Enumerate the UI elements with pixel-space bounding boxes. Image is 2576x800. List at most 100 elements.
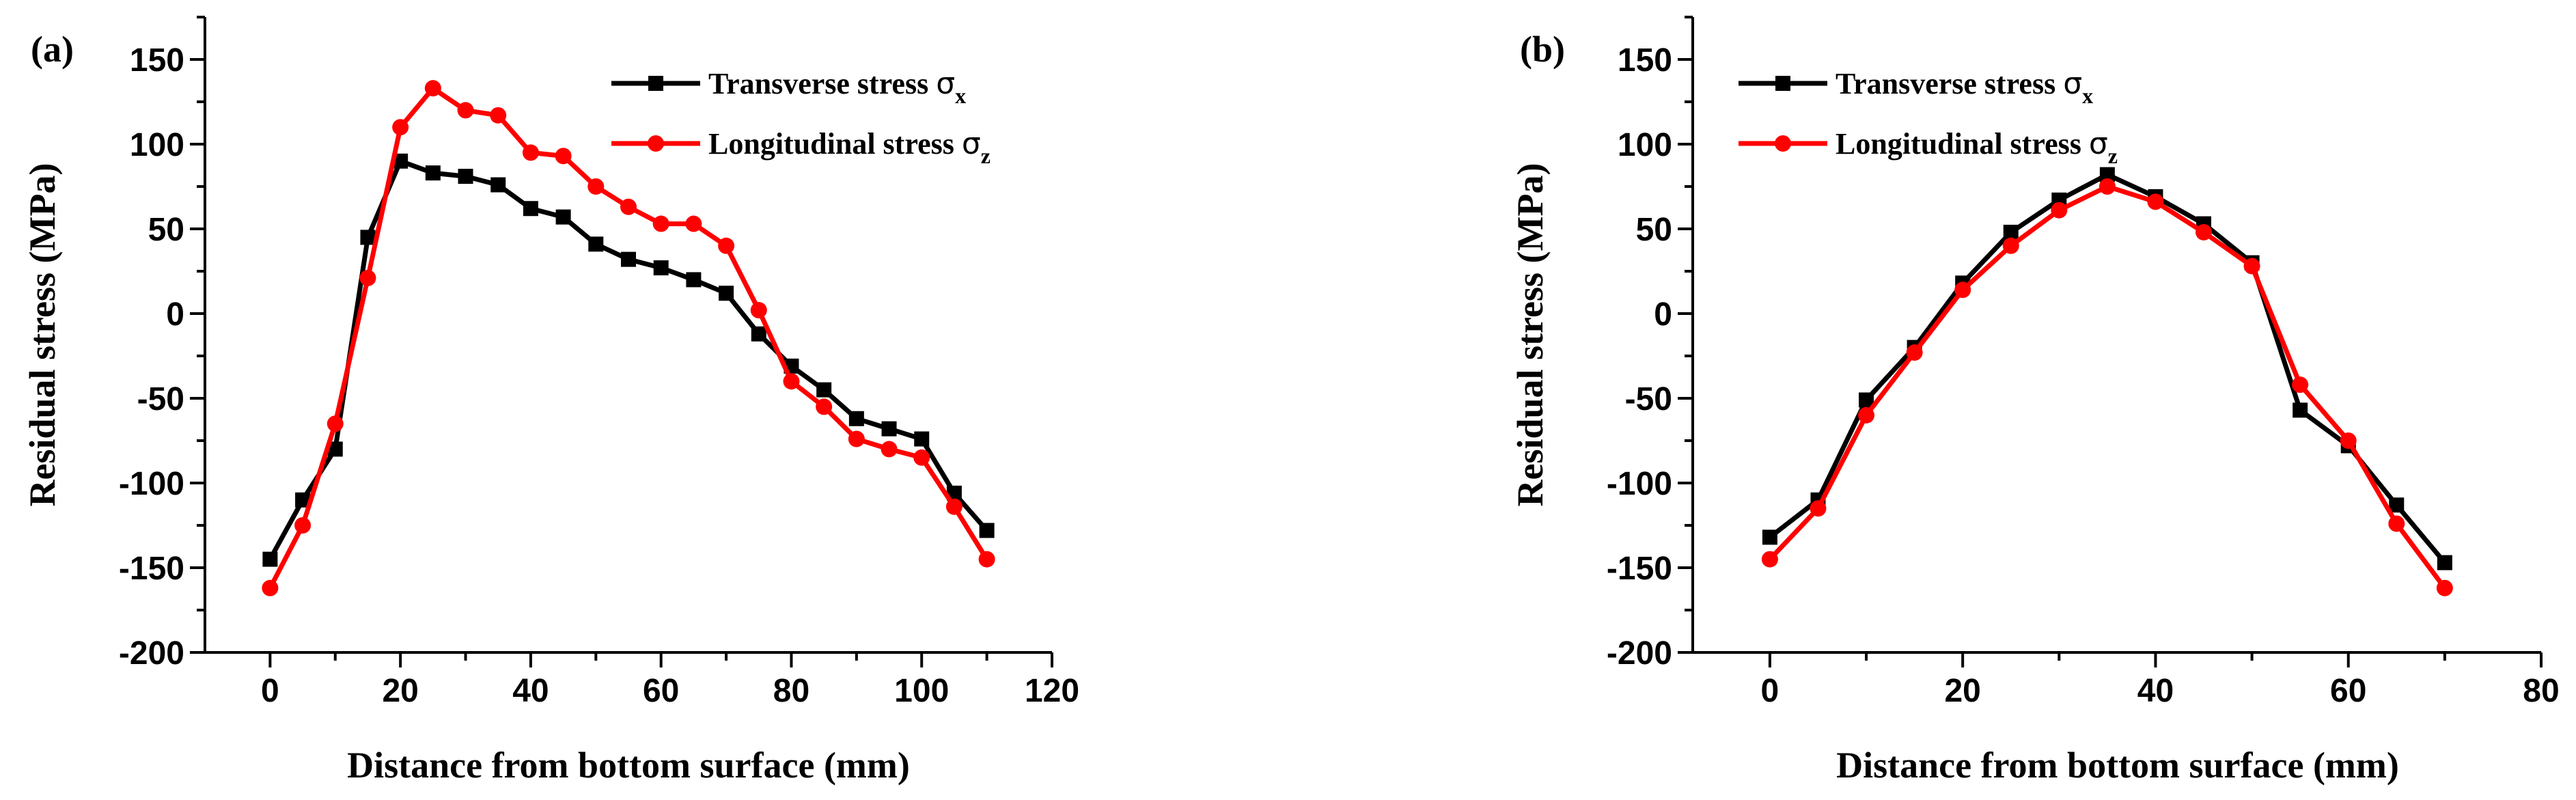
data-point bbox=[1810, 500, 1827, 517]
data-point bbox=[979, 523, 995, 538]
data-point bbox=[978, 551, 995, 568]
panel-label: (a) bbox=[31, 29, 74, 70]
x-tick-label: 0 bbox=[261, 673, 279, 709]
data-point bbox=[294, 517, 311, 534]
data-point bbox=[295, 492, 311, 508]
y-tick-label: -100 bbox=[1607, 466, 1672, 502]
y-tick-label: -200 bbox=[1607, 635, 1672, 672]
legend-label-main: Longitudinal stress bbox=[1836, 127, 2089, 161]
data-point bbox=[2099, 167, 2115, 182]
data-point bbox=[1858, 406, 1875, 424]
y-tick-label: 100 bbox=[130, 127, 184, 163]
legend-label-symbol: σ bbox=[962, 126, 981, 161]
legend-entry: Transverse stress σx bbox=[611, 66, 966, 108]
x-tick-label: 40 bbox=[2137, 673, 2174, 709]
y-tick-label: -150 bbox=[119, 551, 184, 587]
x-tick-label: 60 bbox=[2330, 673, 2366, 709]
legend-label-main: Transverse stress bbox=[708, 67, 936, 100]
data-point bbox=[914, 431, 930, 447]
data-point bbox=[359, 269, 376, 286]
legend-label-symbol: σ bbox=[936, 66, 955, 101]
legend-label: Transverse stress σx bbox=[708, 66, 966, 108]
data-point bbox=[783, 373, 800, 390]
data-point bbox=[1906, 344, 1923, 361]
data-point bbox=[2147, 193, 2164, 210]
data-point bbox=[913, 449, 930, 466]
legend-label-subscript: x bbox=[2082, 83, 2093, 108]
data-point bbox=[2436, 579, 2453, 596]
legend-label: Longitudinal stress σz bbox=[1836, 126, 2118, 168]
data-point bbox=[2389, 497, 2405, 513]
data-point bbox=[653, 260, 669, 276]
legend-label-symbol: σ bbox=[2063, 66, 2082, 101]
data-point bbox=[2099, 178, 2116, 195]
data-point bbox=[652, 215, 669, 232]
x-tick-label: 0 bbox=[1761, 673, 1779, 709]
legend-marker bbox=[648, 76, 663, 91]
data-point bbox=[2196, 223, 2213, 240]
data-point bbox=[685, 215, 702, 232]
series-longitudinal bbox=[262, 80, 995, 596]
data-point bbox=[718, 237, 735, 254]
legend-label-subscript: z bbox=[2108, 143, 2118, 168]
data-point bbox=[360, 230, 376, 245]
data-point bbox=[262, 551, 278, 567]
data-point bbox=[490, 107, 507, 124]
y-tick-label: -150 bbox=[1607, 551, 1672, 587]
data-point bbox=[327, 415, 344, 432]
data-point bbox=[816, 398, 833, 415]
data-point bbox=[490, 177, 506, 193]
x-tick-label: 60 bbox=[643, 673, 679, 709]
series-longitudinal bbox=[1761, 178, 2453, 596]
chart-panel-b: -200 -150 -100 -50 0 50 100 150 0 20 40 60 80 Distanc… bbox=[1510, 16, 2560, 786]
legend-marker bbox=[648, 135, 664, 152]
x-tick-label: 20 bbox=[1944, 673, 1980, 709]
data-point bbox=[2388, 515, 2405, 532]
data-point bbox=[392, 119, 409, 136]
data-point bbox=[1859, 392, 1874, 408]
legend-marker bbox=[1775, 135, 1791, 152]
y-tick-label: 150 bbox=[130, 42, 184, 79]
x-tick-label: 40 bbox=[512, 673, 549, 709]
data-point bbox=[262, 579, 279, 596]
data-point bbox=[523, 201, 538, 217]
legend-label: Transverse stress σx bbox=[1836, 66, 2093, 108]
y-axis-title: Residual stress (MPa) bbox=[1510, 163, 1551, 507]
data-point bbox=[719, 286, 734, 301]
y-tick-label: -50 bbox=[1625, 381, 1672, 417]
panel-label: (b) bbox=[1520, 29, 1565, 70]
x-axis-title: Distance from bottom surface (mm) bbox=[1836, 745, 2399, 786]
data-point bbox=[1762, 529, 1777, 545]
data-point bbox=[457, 102, 474, 119]
data-point bbox=[945, 498, 962, 515]
x-tick-label: 20 bbox=[382, 673, 418, 709]
chart-panel-a: -200 -150 -100 -50 0 50 100 150 0 20 40 60 80 100 120 D… bbox=[22, 16, 1079, 786]
x-tick-label: 100 bbox=[894, 673, 949, 709]
legend-entry: Transverse stress σx bbox=[1739, 66, 2093, 108]
y-tick-label: 100 bbox=[1618, 127, 1672, 163]
data-point bbox=[2340, 432, 2357, 449]
data-point bbox=[555, 209, 571, 225]
y-tick-label: -200 bbox=[119, 635, 184, 672]
data-point bbox=[621, 251, 636, 267]
y-tick-label: -100 bbox=[119, 466, 184, 502]
data-point bbox=[327, 441, 343, 457]
data-point bbox=[881, 421, 897, 437]
data-point bbox=[424, 80, 441, 97]
y-tick-label: 0 bbox=[1654, 296, 1672, 333]
legend-entry: Longitudinal stress σz bbox=[611, 126, 991, 168]
series-transverse bbox=[262, 153, 995, 567]
y-tick-label: 150 bbox=[1618, 42, 1672, 79]
data-point bbox=[2051, 202, 2068, 219]
legend-label-subscript: x bbox=[955, 83, 966, 108]
x-tick-label: 80 bbox=[773, 673, 809, 709]
data-point bbox=[2243, 258, 2260, 275]
x-axis-title: Distance from bottom surface (mm) bbox=[347, 745, 910, 786]
x-tick-label: 120 bbox=[1025, 673, 1079, 709]
data-point bbox=[881, 441, 898, 458]
x-tick-label: 80 bbox=[2523, 673, 2559, 709]
data-point bbox=[458, 169, 473, 184]
legend-entry: Longitudinal stress σz bbox=[1739, 126, 2118, 168]
y-tick-label: 0 bbox=[166, 296, 184, 333]
series-line bbox=[1768, 172, 2447, 564]
